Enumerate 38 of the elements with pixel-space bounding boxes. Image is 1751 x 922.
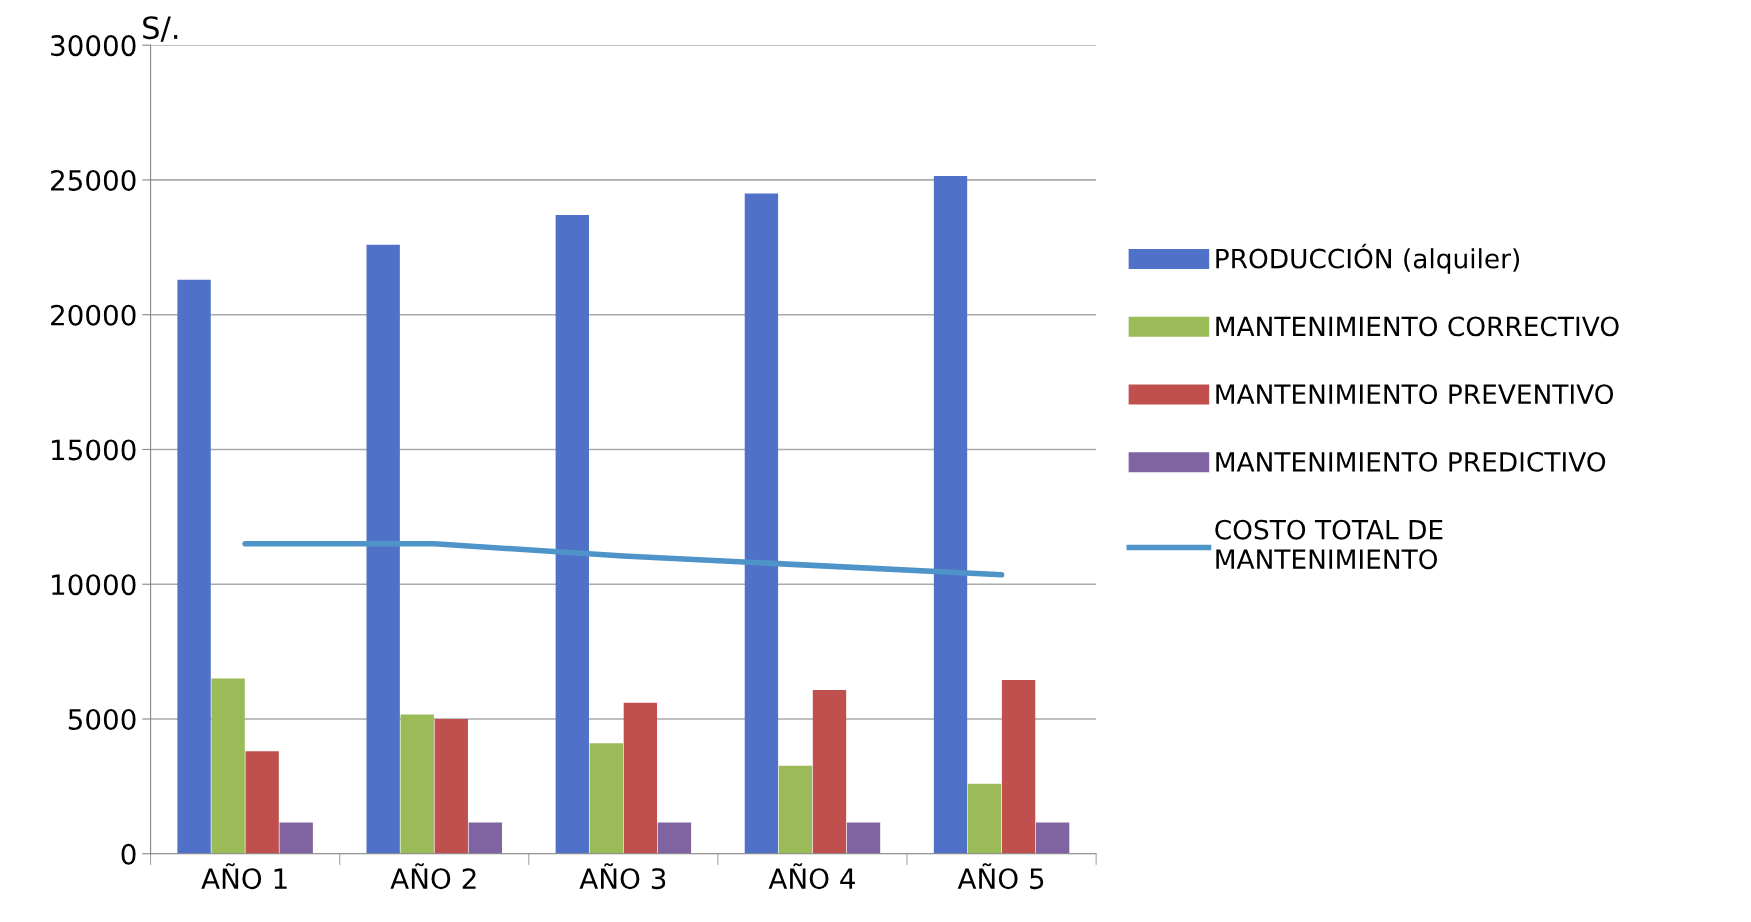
bar	[657, 822, 692, 854]
bar	[589, 743, 624, 854]
x-tick-label: AÑO 4	[768, 863, 855, 890]
x-tick-label: AÑO 3	[579, 863, 666, 890]
legend-label: PRODUCCIÓN (alquiler)	[1216, 243, 1520, 274]
x-tick-label: AÑO 2	[390, 863, 476, 890]
legend-label: MANTENIMIENTO PREVENTIVO	[1216, 384, 1614, 405]
bar	[778, 765, 813, 854]
y-tick-label: 30000	[51, 35, 136, 57]
y-tick-label: 0	[121, 843, 136, 865]
bar	[468, 822, 502, 854]
legend-label: COSTO TOTAL DE MANTENIMIENTO	[1215, 519, 1443, 570]
bar	[366, 244, 400, 854]
bar	[400, 714, 434, 854]
legend-label: MANTENIMIENTO CORRECTIVO	[1216, 316, 1619, 337]
y-tick-label: 20000	[51, 304, 136, 326]
y-axis-title: S/.	[143, 16, 178, 42]
y-tick-label: 5000	[68, 708, 136, 730]
legend-label: MANTENIMIENTO PREDICTIVO	[1216, 451, 1606, 472]
bar	[933, 175, 968, 854]
y-tick-label: 25000	[51, 169, 136, 191]
bar	[1001, 679, 1036, 854]
bar	[623, 702, 658, 854]
x-tick-label: AÑO 1	[201, 863, 287, 890]
bar	[177, 279, 211, 854]
bar	[812, 689, 847, 854]
bar	[245, 751, 279, 854]
x-tick-label: AÑO 5	[957, 863, 1044, 890]
bar	[846, 822, 881, 854]
y-tick-label: 15000	[52, 439, 136, 461]
bar	[744, 193, 779, 854]
bar	[211, 678, 245, 854]
bar	[279, 822, 313, 854]
bar	[555, 214, 589, 854]
bar	[434, 719, 468, 854]
bar	[1035, 822, 1070, 854]
y-tick-label: 10000	[52, 574, 136, 596]
bar	[967, 783, 1002, 854]
